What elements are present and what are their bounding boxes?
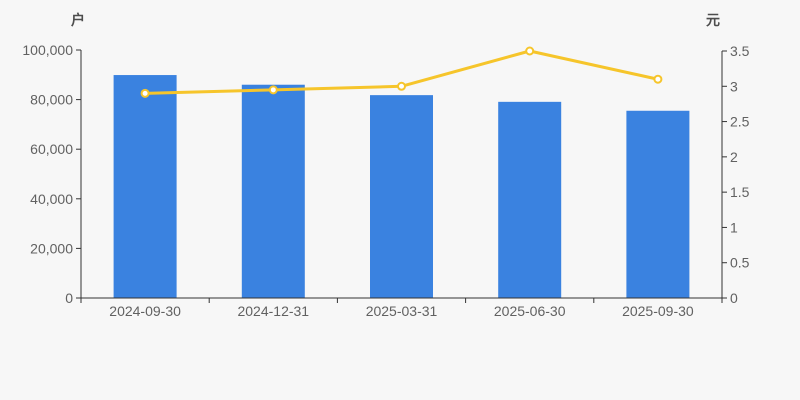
y-right-tick-label: 2.5 bbox=[730, 114, 750, 130]
y-right-tick-label: 0.5 bbox=[730, 255, 750, 271]
data-point-2025-09-30 bbox=[653, 74, 663, 84]
x-tick-label: 2025-03-31 bbox=[366, 303, 438, 319]
x-tick-label: 2024-12-31 bbox=[237, 303, 309, 319]
bar-2024-12-31 bbox=[241, 84, 305, 298]
y-right-axis-title: 元 bbox=[706, 12, 720, 28]
bar-2024-09-30 bbox=[113, 75, 177, 298]
y-left-tick-label: 80,000 bbox=[30, 92, 73, 108]
bar-2025-06-30 bbox=[498, 101, 562, 298]
data-point-2024-12-31 bbox=[268, 85, 278, 95]
y-left-tick-label: 20,000 bbox=[30, 240, 73, 256]
y-right-tick-label: 1 bbox=[730, 219, 738, 235]
x-tick-label: 2024-09-30 bbox=[109, 303, 181, 319]
y-right-tick-label: 0 bbox=[730, 290, 738, 306]
bar-2025-03-31 bbox=[370, 95, 433, 298]
x-tick-label: 2025-09-30 bbox=[622, 303, 694, 319]
y-left-tick-label: 100,000 bbox=[22, 42, 73, 58]
y-left-tick-label: 40,000 bbox=[30, 191, 73, 207]
x-tick-label: 2025-06-30 bbox=[494, 303, 566, 319]
y-right-tick-label: 2 bbox=[730, 149, 738, 165]
y-left-tick-label: 0 bbox=[65, 290, 73, 306]
data-point-2024-09-30 bbox=[140, 88, 150, 98]
y-left-tick-label: 60,000 bbox=[30, 141, 73, 157]
y-left-axis-title: 户 bbox=[71, 12, 85, 28]
y-right-tick-label: 3 bbox=[730, 78, 738, 94]
y-right-tick-label: 3.5 bbox=[730, 43, 750, 59]
bar-2025-09-30 bbox=[626, 110, 690, 298]
data-point-2025-03-31 bbox=[397, 81, 406, 91]
data-point-2025-06-30 bbox=[525, 46, 535, 56]
y-right-tick-label: 1.5 bbox=[730, 184, 750, 200]
